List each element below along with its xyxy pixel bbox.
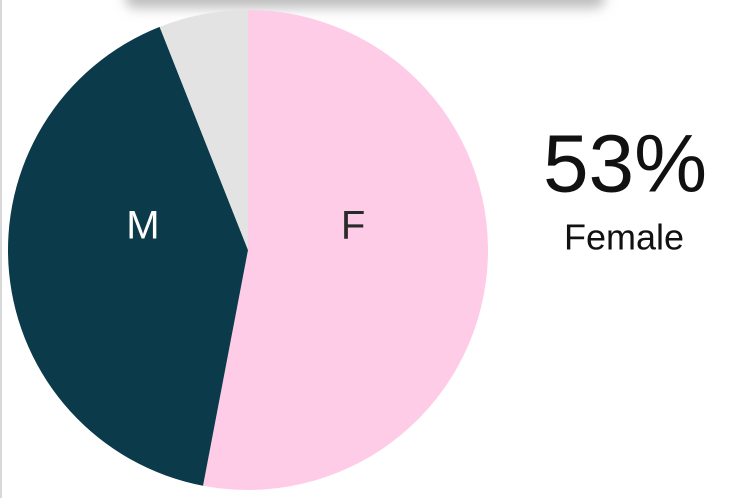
pie-slice [203,10,488,490]
slice-label: F [341,204,365,248]
pie-slice [159,10,248,250]
card-shadow [125,0,605,8]
slice-label: M [126,204,159,248]
pie-slice [8,26,249,486]
pie: FM [8,10,488,490]
annotation-value: 53% [543,119,707,210]
annotation-label: Female [564,217,684,258]
